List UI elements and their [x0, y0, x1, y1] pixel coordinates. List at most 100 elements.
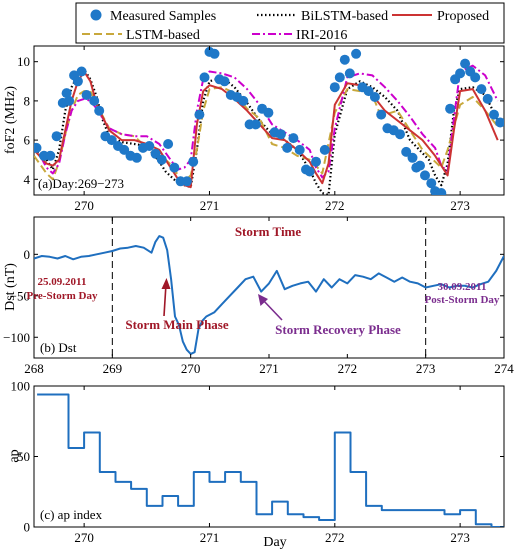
- measured-sample-point: [304, 166, 315, 177]
- measured-sample-point: [72, 76, 83, 87]
- measured-sample-point: [476, 84, 487, 95]
- measured-sample-point: [194, 109, 205, 120]
- measured-sample-point: [238, 95, 249, 106]
- x-tick-label: 270: [181, 361, 201, 376]
- main-phase-arrowhead: [161, 278, 171, 289]
- x-tick-label: 271: [200, 198, 220, 213]
- measured-sample-point: [401, 146, 412, 157]
- measured-sample-point: [407, 152, 418, 163]
- measured-sample-point: [460, 58, 471, 69]
- measured-sample-point: [334, 72, 345, 83]
- panel-b-series: [34, 235, 504, 355]
- series-line-proposed: [34, 70, 499, 189]
- measured-sample-point: [263, 107, 274, 118]
- legend-box: [75, 2, 505, 44]
- measured-sample-point: [369, 92, 380, 102]
- x-tick-label: 268: [24, 361, 44, 376]
- measured-sample-point: [395, 129, 405, 140]
- panel-b-xticks: 268 269 270 271 272 273 274: [24, 217, 514, 376]
- measured-sample-point: [415, 160, 425, 171]
- storm-time-label: Storm Time: [235, 224, 302, 239]
- y-tick-label: 0: [24, 247, 31, 262]
- measured-sample-point: [344, 68, 355, 79]
- measured-sample-point: [144, 141, 155, 151]
- measured-sample-point: [351, 48, 362, 59]
- measured-sample-point: [94, 105, 105, 116]
- series-line-dst: [34, 235, 504, 355]
- measured-sample-point: [131, 152, 142, 163]
- measured-sample-point: [106, 135, 117, 146]
- measured-sample-point: [188, 156, 199, 167]
- x-tick-label: 272: [325, 198, 345, 213]
- panel-c-frame: [33, 385, 505, 528]
- measured-sample-point: [376, 109, 387, 120]
- measured-sample-point: [181, 176, 192, 187]
- measured-sample-point: [61, 88, 72, 99]
- panel-b-label: (b) Dst: [40, 340, 77, 355]
- x-tick-label: 273: [416, 361, 436, 376]
- panel-c-series: [37, 393, 504, 527]
- y-tick-label: −100: [3, 330, 30, 345]
- panel-c-label: (c) ap index: [40, 507, 103, 522]
- measured-sample-point: [470, 72, 481, 83]
- panel-a-markers: [34, 46, 504, 195]
- measured-sample-point: [76, 66, 87, 77]
- x-tick-label: 269: [103, 361, 123, 376]
- panel-c: 270 271 272 273 0 50 100 (c) ap index ap Day: [7, 379, 505, 550]
- measured-sample-point: [81, 90, 92, 100]
- y-tick-label: 4: [24, 172, 31, 187]
- recovery-phase-arrowhead: [258, 294, 268, 306]
- measured-sample-point: [89, 95, 100, 106]
- x-tick-label: 271: [259, 361, 279, 376]
- panel-a-label: (a)Day:269−273: [38, 176, 124, 191]
- measured-sample-point: [150, 148, 161, 159]
- x-tick-label: 274: [494, 361, 514, 376]
- panel-b-ylabel: Dst (nT): [3, 263, 18, 311]
- y-tick-label: 10: [17, 54, 30, 69]
- storm-recovery-phase-label: Storm Recovery Phase: [275, 322, 401, 337]
- panel-c-xticks: 270 271 272 273: [74, 386, 470, 545]
- panel-a-yticks: 4 6 8 10: [17, 54, 504, 187]
- measured-sample-point: [250, 119, 261, 130]
- y-tick-label: 50: [17, 449, 30, 464]
- legend-label-measured: Measured Samples: [110, 9, 216, 24]
- measured-sample-point: [339, 54, 350, 65]
- measured-sample-point: [445, 103, 456, 114]
- y-tick-label: 100: [11, 379, 31, 394]
- series-line-ap: [37, 393, 504, 527]
- panel-a-series: [34, 64, 499, 195]
- panel-c-ylabel: ap: [7, 449, 22, 462]
- measured-sample-point: [34, 142, 42, 153]
- x-tick-label: 272: [338, 361, 358, 376]
- measured-sample-point: [294, 144, 305, 155]
- measured-sample-point: [275, 129, 286, 140]
- legend-label-iri: IRI-2016: [296, 28, 347, 43]
- panel-b: 268 269 270 271 272 273 274 0 −50 −100 (b) Dst D…: [3, 216, 514, 376]
- x-tick-label: 273: [450, 530, 470, 545]
- panel-c-yticks: 0 50 100: [11, 379, 504, 535]
- series-line-iri: [34, 64, 499, 179]
- measured-sample-point: [219, 76, 230, 87]
- panel-c-xlabel: Day: [263, 535, 286, 550]
- measured-sample-point: [311, 156, 321, 167]
- measured-sample-point: [426, 178, 437, 189]
- measured-sample-point: [455, 68, 466, 79]
- x-tick-label: 270: [74, 530, 94, 545]
- x-tick-label: 271: [200, 530, 220, 545]
- measured-sample-point: [482, 93, 493, 104]
- y-tick-label: 8: [24, 93, 31, 108]
- legend-label-lstm: LSTM-based: [126, 28, 200, 43]
- measured-sample-point: [64, 95, 75, 106]
- recovery-phase-arrow: [261, 298, 283, 321]
- measured-sample-point: [282, 142, 293, 153]
- measured-sample-point: [436, 188, 447, 195]
- measured-sample-point: [119, 144, 130, 155]
- panel-a: 270 271 272 273 4 6 8 10 (a)Day:269−273 foF2 (…: [3, 45, 505, 213]
- storm-main-phase-label: Storm Main Phase: [125, 317, 229, 332]
- pre-storm-date: 25.09.2011: [38, 276, 87, 288]
- measured-sample-point: [319, 144, 330, 155]
- measured-sample-point: [199, 72, 210, 83]
- panel-a-xticks: 270 271 272 273: [74, 46, 470, 213]
- measured-sample-point: [489, 109, 499, 120]
